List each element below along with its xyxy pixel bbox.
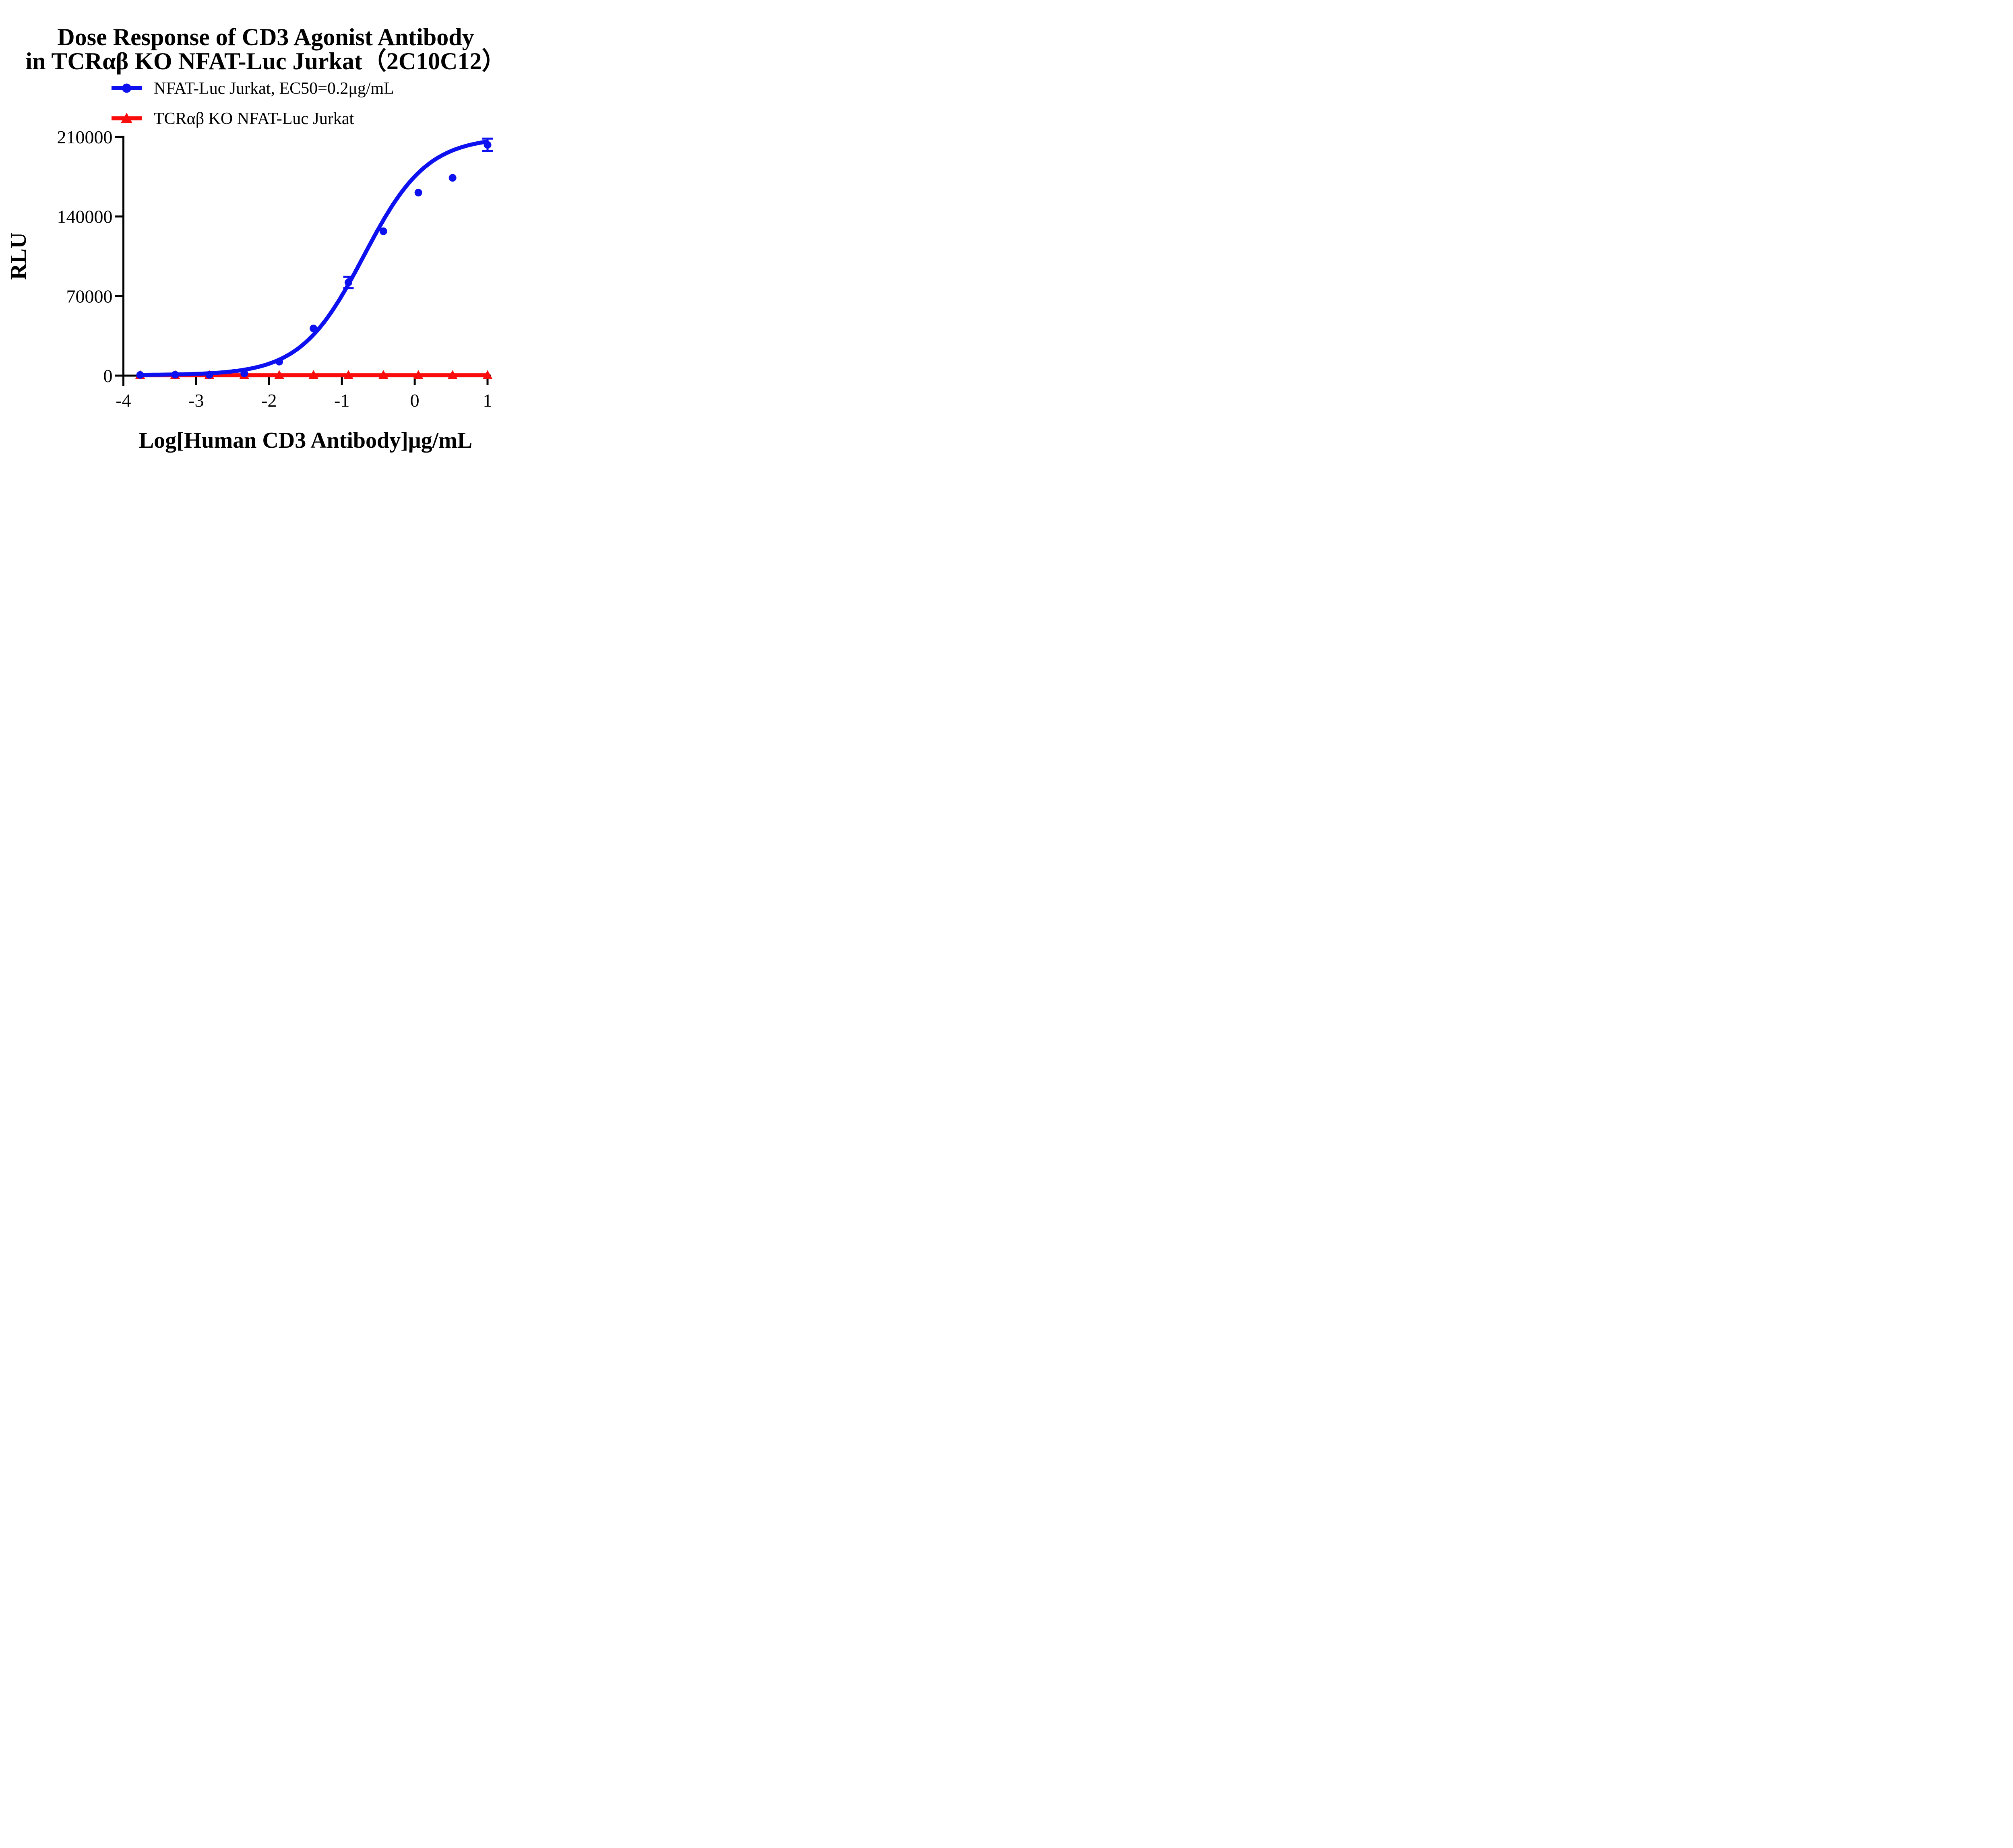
red-triangle-point [482, 370, 493, 379]
y-tick-label: 210000 [57, 127, 113, 147]
y-tick-label: 140000 [57, 207, 113, 227]
x-tick-label: -2 [261, 390, 277, 411]
blue-circle-point [240, 369, 248, 377]
x-axis-title: Log[Human CD3 Antibody]μg/mL [139, 428, 472, 453]
x-tick-label: 0 [410, 390, 420, 411]
x-tick-label: -4 [116, 390, 131, 411]
red-triangle-point [378, 370, 389, 379]
x-tick-label: 1 [483, 390, 492, 411]
y-axis-title: RLU [6, 232, 31, 280]
blue-circle-point [379, 227, 387, 235]
red-triangle-point [413, 370, 424, 379]
legend-label-nfat-luc-jurkat: NFAT-Luc Jurkat, EC50=0.2μg/mL [154, 79, 394, 98]
axes: 0 70000 140000 210000 -4 -3 -2 -1 0 1 [57, 127, 492, 411]
chart-title: Dose Response of CD3 Agonist Antibody in… [26, 24, 506, 74]
red-triangle-point [274, 370, 285, 379]
legend-item-tcrab-ko-nfat-luc-jurkat: TCRαβ KO NFAT-Luc Jurkat [112, 110, 354, 128]
legend-label-tcrab-ko: TCRαβ KO NFAT-Luc Jurkat [154, 110, 354, 128]
blue-circle-point [310, 325, 318, 333]
blue-fit-curve [138, 139, 489, 377]
y-tick-label: 70000 [66, 286, 113, 306]
dose-response-figure: Dose Response of CD3 Agonist Antibody in… [0, 0, 538, 462]
blue-circle-point [136, 371, 144, 379]
red-triangle-point [447, 370, 458, 379]
blue-circle-point [414, 188, 422, 196]
chart-title-line-2: in TCRαβ KO NFAT-Luc Jurkat（2C10C12） [26, 48, 506, 74]
x-tick-label: -1 [334, 390, 349, 411]
blue-circle-point [484, 141, 492, 149]
blue-circle-point [171, 371, 179, 379]
legend-item-nfat-luc-jurkat: NFAT-Luc Jurkat, EC50=0.2μg/mL [112, 79, 394, 98]
chart-title-line-1: Dose Response of CD3 Agonist Antibody [57, 24, 474, 50]
x-tick-label: -3 [188, 390, 204, 411]
legend: NFAT-Luc Jurkat, EC50=0.2μg/mL TCRαβ KO … [112, 79, 394, 128]
series-nfat-luc-jurkat [136, 137, 493, 379]
blue-circle-point [344, 278, 352, 286]
blue-circle-point [205, 371, 213, 379]
triangle-marker-icon [121, 113, 132, 123]
blue-circle-point [448, 174, 457, 182]
blue-circle-point [275, 358, 283, 366]
dose-response-chart: Dose Response of CD3 Agonist Antibody in… [6, 24, 506, 453]
circle-marker-icon [122, 83, 131, 93]
red-triangle-point [308, 370, 319, 379]
y-tick-label: 0 [103, 366, 113, 386]
red-triangle-point [343, 370, 353, 379]
